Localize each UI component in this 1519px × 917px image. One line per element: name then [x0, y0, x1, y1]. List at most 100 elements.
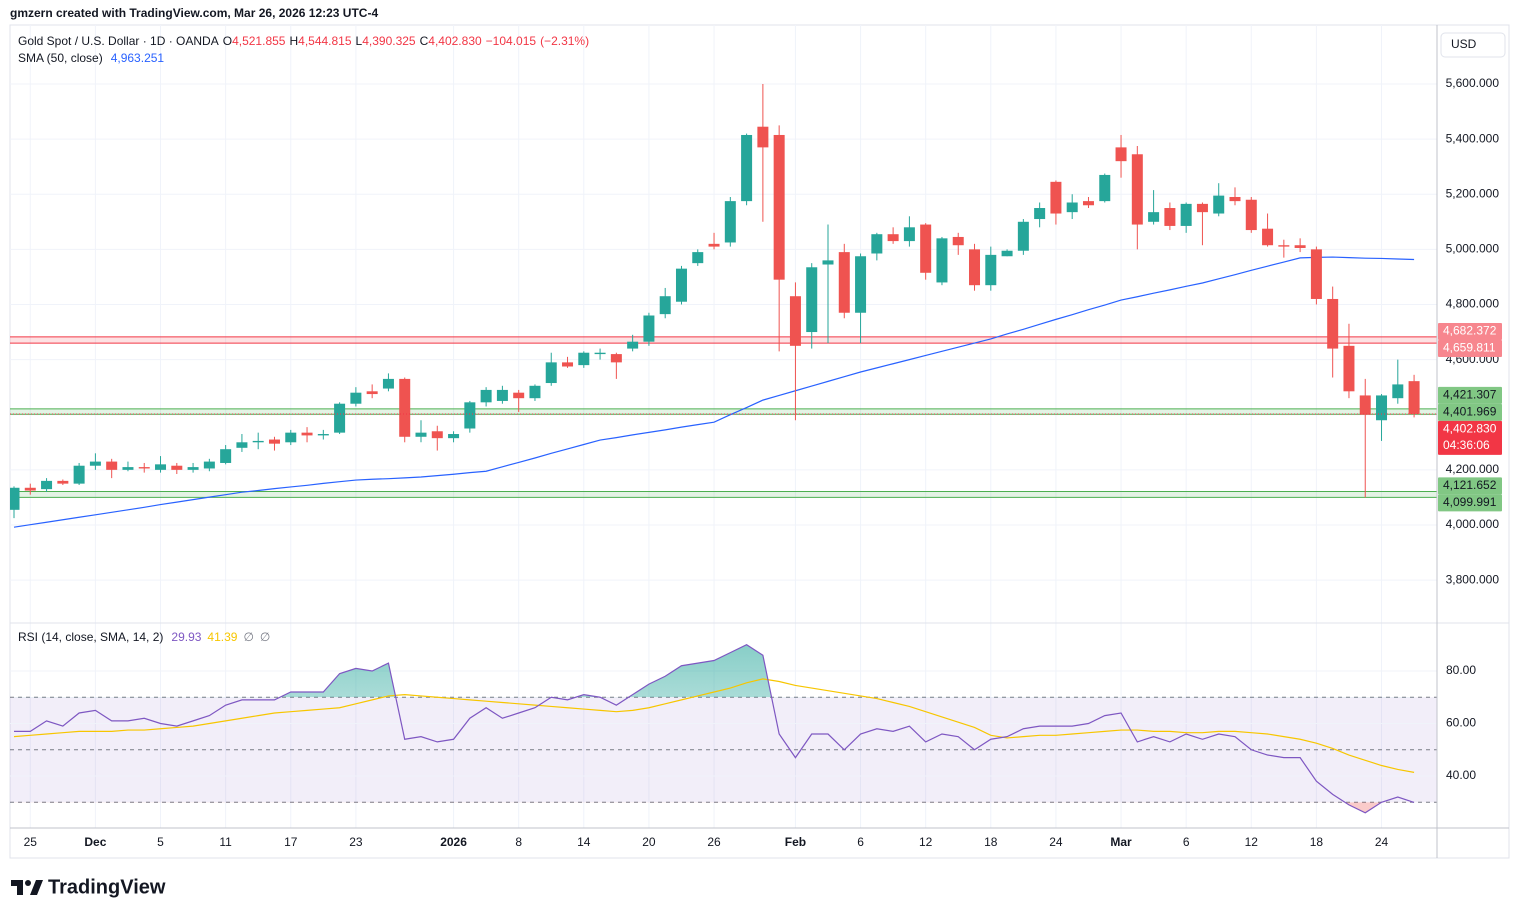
- candle-body: [57, 480, 69, 484]
- sma-value: 4,963.251: [111, 51, 165, 65]
- candle-body: [187, 467, 199, 470]
- x-tick-label: 24: [1375, 835, 1389, 849]
- x-tick-label: Dec: [84, 835, 106, 849]
- level-band: [10, 491, 1437, 498]
- y-tick-label: 4,000.000: [1446, 517, 1500, 531]
- rsi-ma-value: 41.39: [207, 630, 237, 644]
- candle-body: [317, 434, 329, 436]
- x-tick-label: 24: [1049, 835, 1063, 849]
- main-pane: [10, 83, 1437, 528]
- candle-body: [1034, 208, 1046, 220]
- candle-body: [855, 256, 867, 313]
- price-label: 4,682.372: [1443, 324, 1497, 338]
- candle-body: [659, 296, 671, 315]
- candle-body: [1148, 212, 1160, 222]
- ohlc-key: L: [356, 34, 363, 48]
- candle-body: [285, 432, 297, 443]
- candle-body: [41, 480, 53, 490]
- candle-body: [610, 354, 622, 363]
- ohlc-key: C: [420, 34, 429, 48]
- rsi-tick-label: 80.00: [1446, 663, 1476, 677]
- candle-body: [969, 249, 981, 286]
- candle-body: [1099, 174, 1111, 202]
- candle-body: [382, 378, 394, 389]
- y-tick-label: 5,000.000: [1446, 242, 1500, 256]
- ohlc-key: H: [289, 34, 298, 48]
- x-tick-label: 12: [1245, 835, 1259, 849]
- candle-body: [1310, 249, 1322, 299]
- candle-body: [1050, 181, 1062, 214]
- candle-body: [562, 362, 574, 367]
- candle-body: [203, 461, 215, 469]
- x-tick-label: 26: [707, 835, 721, 849]
- candle-body: [1131, 154, 1143, 225]
- candle-body: [1392, 384, 1404, 399]
- candle-body: [1213, 195, 1225, 214]
- price-label-box: [1438, 386, 1502, 404]
- candle-body: [627, 341, 639, 349]
- candle-body: [1164, 208, 1176, 226]
- change-pct: (−2.31%): [540, 34, 589, 48]
- candle-body: [220, 449, 232, 463]
- candle-body: [496, 389, 508, 401]
- x-tick-label: 12: [919, 835, 933, 849]
- candle-body: [1245, 199, 1257, 231]
- candle-body: [545, 362, 557, 384]
- price-label-box: [1438, 340, 1502, 358]
- candle-body: [301, 432, 313, 436]
- x-tick-label: Feb: [785, 835, 806, 849]
- ohlc-value: 4,544.815: [298, 34, 352, 48]
- rsi-tick-label: 60.00: [1446, 716, 1476, 730]
- candle-body: [789, 296, 801, 346]
- x-tick-label: 23: [349, 835, 363, 849]
- currency: USD: [1451, 37, 1477, 51]
- x-tick-label: 20: [642, 835, 656, 849]
- ohlc-legend: Gold Spot / U.S. Dollar · 1D · OANDA O4,5…: [18, 34, 589, 48]
- price-label-box: [1438, 403, 1502, 421]
- ohlc-key: O: [223, 34, 232, 48]
- candle-body: [1229, 196, 1241, 202]
- candle-body: [171, 465, 183, 470]
- rsi-name: RSI (14, close, SMA, 14, 2): [18, 630, 163, 644]
- candle-body: [529, 385, 541, 399]
- sma-name: SMA (50, close): [18, 51, 103, 65]
- sma-legend: SMA (50, close) 4,963.251: [18, 51, 164, 65]
- candle-body: [903, 227, 915, 242]
- candle-body: [741, 134, 753, 202]
- rsi-overbought-fill: [279, 644, 772, 698]
- countdown: 04:36:06: [1443, 438, 1490, 452]
- candle-body: [73, 465, 85, 484]
- candle-body: [24, 487, 36, 491]
- price-label: 4,402.830: [1443, 422, 1497, 436]
- brand: TradingView: [48, 876, 166, 898]
- price-label: 4,401.969: [1443, 405, 1497, 419]
- rsi-line: [14, 644, 1415, 814]
- price-label: 4,421.307: [1443, 388, 1497, 402]
- rsi-value: 29.93: [171, 630, 201, 644]
- rsi-extra: ∅: [243, 630, 253, 644]
- y-tick-label: 5,400.000: [1446, 131, 1500, 145]
- x-tick-label: 17: [284, 835, 298, 849]
- candle-body: [1408, 381, 1420, 414]
- candle-body: [480, 389, 492, 403]
- candle-body: [1196, 203, 1208, 213]
- rsi-legend: RSI (14, close, SMA, 14, 2) 29.93 41.39 ∅ ∅: [18, 630, 270, 644]
- rsi-ma-line: [13, 678, 1415, 773]
- candle-body: [1066, 202, 1078, 213]
- candle-body: [448, 434, 460, 439]
- candle-body: [10, 487, 20, 510]
- candle-body: [1376, 395, 1388, 421]
- candle-body: [773, 134, 785, 280]
- y-tick-label: 3,800.000: [1446, 572, 1500, 586]
- candle-body: [806, 267, 818, 333]
- candle-body: [1278, 245, 1290, 247]
- price-label-box: [1438, 477, 1502, 495]
- level-band: [10, 408, 1437, 415]
- x-tick-label: 6: [857, 835, 864, 849]
- candle-body: [757, 126, 769, 148]
- price-label-box: [1438, 494, 1502, 512]
- price-label: 4,121.652: [1443, 478, 1497, 492]
- ohlc-value: 4,402.830: [428, 34, 482, 48]
- candle-body: [822, 260, 834, 265]
